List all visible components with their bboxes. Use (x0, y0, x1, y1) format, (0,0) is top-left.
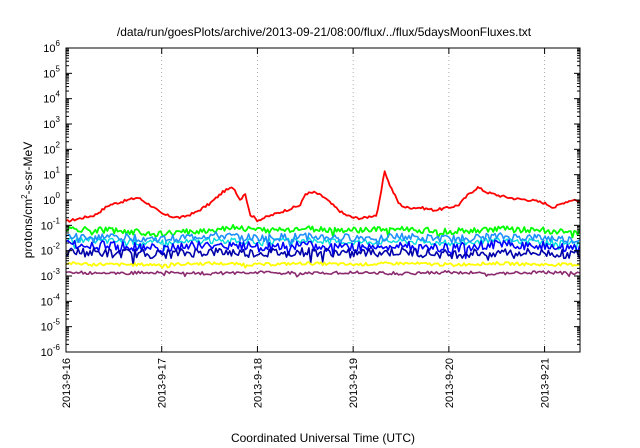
y-tick-label: 101 (43, 166, 60, 182)
x-tick-label: 2013-9-17 (157, 358, 169, 408)
x-tick-label: 2013-9-20 (444, 358, 456, 408)
series-line (66, 246, 580, 266)
y-tick-label: 10-2 (41, 242, 61, 258)
x-tick-label: 2013-9-16 (61, 358, 73, 408)
y-tick-label: 105 (43, 64, 60, 80)
series-line (66, 224, 580, 240)
y-tick-label: 10-3 (41, 267, 61, 283)
x-axis-label: Coordinated Universal Time (UTC) (231, 431, 415, 445)
y-tick-label: 10-1 (41, 216, 61, 232)
y-tick-label: 103 (43, 115, 60, 131)
y-tick-label: 100 (43, 191, 60, 207)
y-axis-label: protons/cm2-s-sr-MeV (20, 142, 35, 258)
grid-lines (161, 48, 545, 352)
y-tick-label: 10-6 (41, 343, 61, 359)
x-tick-labels: 2013-9-16 2013-9-17 2013-9-18 2013-9-19 2013… (61, 358, 552, 408)
x-tick-label: 2013-9-21 (540, 358, 552, 408)
series-line (66, 170, 580, 223)
y-tick-label: 106 (43, 39, 60, 55)
x-tick-label: 2013-9-19 (348, 358, 360, 408)
series-line (66, 261, 580, 269)
series-line (66, 236, 580, 252)
series-group (66, 170, 580, 278)
series-line (66, 239, 580, 260)
y-tick-label: 102 (43, 140, 60, 156)
y-tick-label: 10-5 (41, 318, 61, 334)
y-tick-label: 10-4 (41, 292, 61, 308)
series-line (66, 231, 580, 248)
chart-title: /data/run/goesPlots/archive/2013-09-21/0… (117, 25, 532, 39)
x-tick-label: 2013-9-18 (252, 358, 264, 408)
y-tick-labels: 10-6 10-5 10-4 10-3 10-2 10-1 100 101 102 103 104 1… (41, 39, 61, 359)
y-tick-label: 104 (43, 90, 60, 106)
series-line (66, 270, 580, 278)
tick-marks (65, 47, 580, 353)
